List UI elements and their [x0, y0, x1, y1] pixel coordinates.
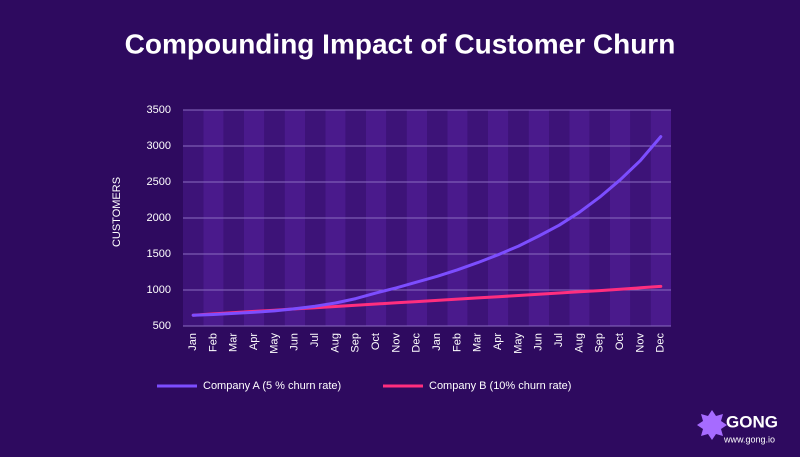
- legend-label: Company A (5 % churn rate): [203, 380, 341, 392]
- x-tick-label: Jul: [553, 333, 565, 347]
- x-tick-label: Aug: [329, 333, 341, 353]
- x-tick-label: Sep: [594, 333, 606, 353]
- x-tick-label: Feb: [207, 333, 219, 352]
- y-tick-label: 1500: [147, 248, 171, 260]
- x-tick-label: Oct: [370, 333, 382, 350]
- logo: GONG www.gong.io: [697, 410, 778, 444]
- y-axis-title: CUSTOMERS: [111, 177, 123, 247]
- x-tick-label: Dec: [655, 333, 667, 353]
- x-tick-label: Apr: [248, 333, 260, 350]
- y-tick-label: 2500: [147, 176, 171, 188]
- x-tick-label: Jul: [309, 333, 321, 347]
- x-tick-label: Apr: [492, 333, 504, 350]
- x-tick-label: Jan: [431, 333, 443, 351]
- x-tick-label: Nov: [390, 333, 402, 353]
- y-tick-label: 3500: [147, 104, 171, 116]
- logo-icon: [697, 410, 727, 440]
- x-tick-label: Dec: [411, 333, 423, 353]
- x-tick-label: Feb: [451, 333, 463, 352]
- x-tick-label: May: [512, 333, 524, 354]
- x-tick-label: Jun: [533, 333, 545, 351]
- x-tick-label: Mar: [228, 333, 240, 352]
- x-tick-label: Oct: [614, 333, 626, 350]
- x-tick-label: Aug: [573, 333, 585, 353]
- x-tick-label: Sep: [350, 333, 362, 353]
- x-tick-label: May: [268, 333, 280, 354]
- x-tick-label: Mar: [472, 333, 484, 352]
- brand-name: GONG: [726, 412, 778, 431]
- y-tick-label: 500: [153, 320, 171, 332]
- y-tick-label: 2000: [147, 212, 171, 224]
- x-tick-label: Nov: [634, 333, 646, 353]
- y-tick-label: 1000: [147, 284, 171, 296]
- chart-title: Compounding Impact of Customer Churn: [125, 28, 676, 59]
- brand-url: www.gong.io: [723, 434, 775, 444]
- series-line: [191, 135, 663, 317]
- x-tick-label: Jan: [187, 333, 199, 351]
- y-tick-label: 3000: [147, 140, 171, 152]
- x-tick-label: Jun: [289, 333, 301, 351]
- legend-label: Company B (10% churn rate): [429, 380, 571, 392]
